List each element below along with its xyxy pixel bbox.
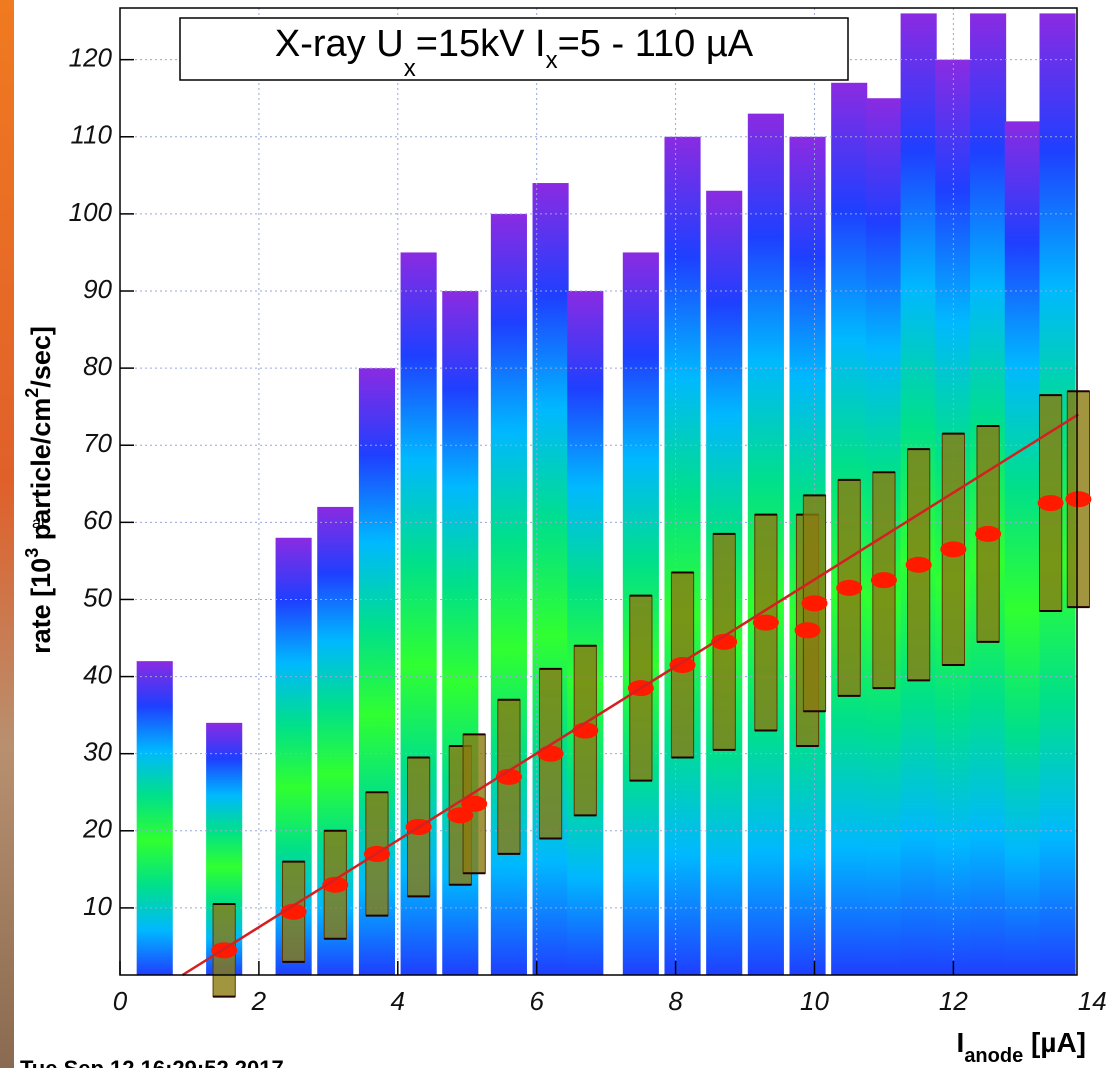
y-tick-label: 40 [83, 659, 112, 689]
profile-point [669, 657, 696, 674]
profile-point [495, 768, 522, 785]
title-sub: x [546, 47, 558, 74]
y-tick-label: 80 [83, 351, 112, 381]
profile-point [870, 572, 897, 589]
profile-point [794, 622, 821, 639]
y-tick-label: 70 [83, 428, 112, 458]
density-column [532, 183, 569, 975]
profile-point [836, 579, 863, 596]
y-tick-label: 30 [83, 737, 112, 767]
frame [119, 7, 1078, 976]
title-part: X-ray U [275, 23, 404, 65]
overlay-text: at [32, 515, 46, 532]
density-column [1004, 121, 1041, 976]
title-part: =15kV I [416, 23, 546, 65]
x-tick-label: 10 [800, 986, 829, 1016]
ylabel-sup: 2 [22, 388, 42, 398]
profile-point [280, 903, 307, 920]
profile-point [447, 807, 474, 824]
y-axis-label: rate [103 particle/cm2/sec] [22, 326, 56, 654]
ylabel-sup: 3 [22, 548, 42, 558]
profile-point [711, 633, 738, 650]
xlabel-sub: anode [964, 1045, 1023, 1067]
density-column [136, 661, 173, 975]
y-tick-label: 100 [69, 197, 113, 227]
ylabel-part: rate [10 [26, 558, 56, 654]
x-tick-label: 14 [1078, 986, 1107, 1016]
density-column [567, 291, 604, 975]
y-tick-label: 110 [71, 120, 113, 150]
x-tick-label: 8 [668, 986, 683, 1016]
profile-point [461, 795, 488, 812]
x-tick-label: 12 [939, 986, 968, 1016]
title-box [179, 17, 849, 81]
xlabel-part: I [957, 1027, 965, 1058]
profile-point [752, 614, 779, 631]
x-tick-label: 2 [251, 986, 267, 1016]
x-tick-label: 0 [113, 986, 128, 1016]
profile-point [322, 876, 349, 893]
y-tick-label: 20 [82, 814, 112, 844]
density-column [490, 213, 527, 976]
ylabel-part: particle/cm [26, 398, 56, 548]
profile-point [975, 525, 1002, 542]
profile-point [1065, 491, 1092, 508]
profile-point [905, 556, 932, 573]
x-tick-label: 6 [529, 986, 544, 1016]
y-tick-label: 10 [83, 891, 112, 921]
fit-line [181, 413, 1080, 977]
profile-point [940, 541, 967, 558]
title-sub: x [404, 55, 416, 82]
chart-title: X-ray Ux=15kV Ix=5 - 110 µA [275, 23, 754, 82]
xlabel-part: [µA] [1023, 1027, 1086, 1058]
profile-point [801, 595, 828, 612]
y-tick-label: 60 [83, 505, 112, 535]
ylabel-part: /sec] [26, 326, 56, 388]
y-tick-label: 120 [69, 43, 113, 73]
title-part: =5 - 110 µA [558, 23, 754, 65]
x-axis-label: Ianode [µA] [957, 1027, 1086, 1067]
density-column [664, 136, 701, 975]
footer-date: Tue Sep 12 16:29:52 2017 [20, 1056, 284, 1068]
profile-point [1037, 495, 1064, 512]
background-edge [0, 0, 14, 1068]
x-tick-label: 4 [391, 986, 405, 1016]
profile-point [537, 745, 564, 762]
y-tick-label: 50 [83, 582, 112, 612]
profile-point [572, 722, 599, 739]
plot-area [119, 8, 1092, 998]
y-tick-label: 90 [83, 274, 112, 304]
